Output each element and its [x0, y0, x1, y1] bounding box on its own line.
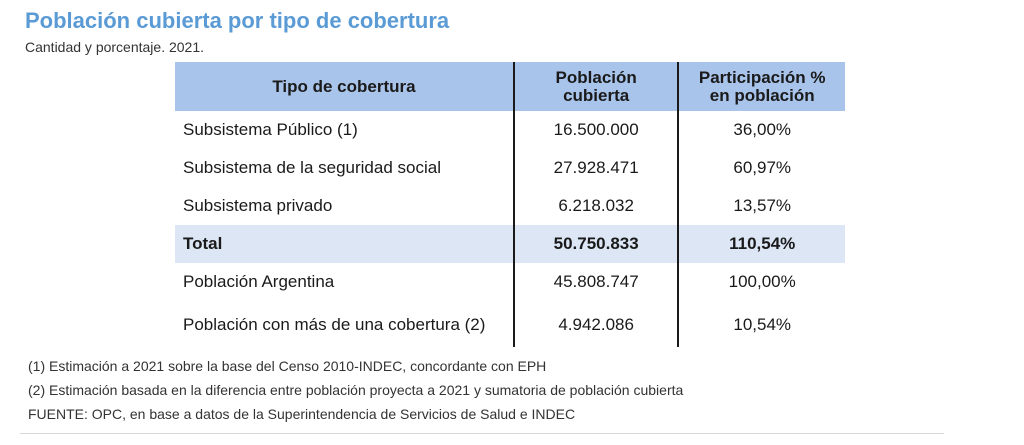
row-population: 45.808.747 — [513, 263, 680, 301]
row-label: Subsistema Público (1) — [175, 111, 515, 149]
header-covered-population: Población cubierta — [513, 62, 680, 111]
source-note: FUENTE: OPC, en base a datos de la Super… — [28, 406, 576, 422]
row-percentage: 110,54% — [678, 225, 845, 263]
row-label: Población Argentina — [175, 263, 515, 301]
footnotes: (1) Estimación a 2021 sobre la base del … — [28, 354, 683, 426]
row-percentage: 36,00% — [733, 120, 792, 139]
row-percentage: 100,00% — [728, 272, 796, 291]
row-percentage: 13,57% — [733, 196, 792, 215]
row-population: 50.750.833 — [513, 225, 680, 263]
row-label: Total — [175, 225, 515, 263]
footnote-2: (2) Estimación basada en la diferencia e… — [28, 382, 684, 398]
table-row: Subsistema Público (1) 16.500.000 36,00% — [175, 111, 845, 149]
row-label: Población con más de una cobertura (2) — [175, 301, 515, 347]
footnote-1: (1) Estimación a 2021 sobre la base del … — [28, 358, 547, 374]
table-row: Subsistema privado 6.218.032 13,57% — [175, 187, 845, 225]
header-participation: Participación % en población — [678, 62, 845, 111]
page-title: Población cubierta por tipo de cobertura — [25, 8, 450, 33]
table-header-row: Tipo de cobertura Población cubierta Par… — [175, 62, 845, 111]
coverage-table: Tipo de cobertura Población cubierta Par… — [175, 62, 845, 347]
table-row: Población Argentina 45.808.747 100,00% — [175, 263, 845, 301]
page-subtitle: Cantidad y porcentaje. 2021. — [25, 39, 205, 55]
header-coverage-type: Tipo de cobertura — [175, 62, 515, 111]
divider — [20, 433, 944, 434]
table-row: Subsistema de la seguridad social 27.928… — [175, 149, 845, 187]
row-percentage: 10,54% — [733, 314, 792, 334]
row-population: 6.218.032 — [513, 187, 680, 225]
row-label: Subsistema privado — [175, 187, 515, 225]
row-population: 27.928.471 — [513, 149, 680, 187]
row-population: 16.500.000 — [513, 111, 680, 149]
table-row: Población con más de una cobertura (2) 4… — [175, 301, 845, 347]
row-percentage: 60,97% — [733, 158, 792, 177]
table-row-total: Total 50.750.833 110,54% — [175, 225, 845, 263]
row-population: 4.942.086 — [513, 301, 680, 347]
row-label: Subsistema de la seguridad social — [175, 149, 515, 187]
